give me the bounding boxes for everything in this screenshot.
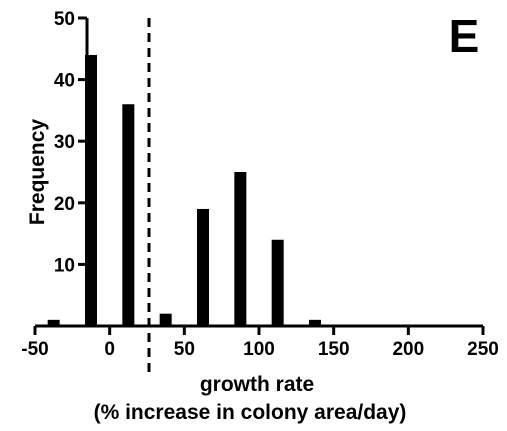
histogram-bar bbox=[47, 319, 60, 326]
bars-layer bbox=[47, 54, 321, 327]
x-tick-label: 200 bbox=[392, 339, 424, 360]
histogram-bar bbox=[122, 104, 135, 327]
histogram-bar bbox=[271, 239, 284, 326]
x-tick-label: 50 bbox=[174, 339, 195, 360]
x-tick-label: 250 bbox=[467, 339, 499, 360]
x-ticks: -50 0 50 100 150 200 250 bbox=[21, 326, 499, 360]
y-axis-label: Frequency bbox=[26, 119, 49, 226]
x-axis-label-units: (% increase in colony area/day) bbox=[94, 401, 407, 424]
histogram-bar bbox=[309, 319, 321, 326]
y-tick-label: 40 bbox=[54, 71, 75, 92]
histogram-bar bbox=[159, 313, 172, 326]
x-axis-label: growth rate bbox=[200, 373, 314, 396]
histogram-bar bbox=[197, 208, 209, 326]
x-tick-label: 150 bbox=[318, 339, 350, 360]
y-tick-label: 20 bbox=[54, 194, 75, 215]
y-tick-label: 10 bbox=[54, 255, 75, 276]
y-tick-label: 30 bbox=[54, 132, 75, 153]
x-tick-label: 0 bbox=[104, 339, 115, 360]
panel-label: E bbox=[449, 10, 480, 62]
y-ticks: 10 20 30 40 50 bbox=[54, 9, 87, 276]
x-tick-label: -50 bbox=[21, 339, 48, 360]
x-tick-label: 100 bbox=[243, 339, 275, 360]
histogram-bar bbox=[234, 172, 247, 326]
y-tick-label: 50 bbox=[54, 9, 75, 30]
